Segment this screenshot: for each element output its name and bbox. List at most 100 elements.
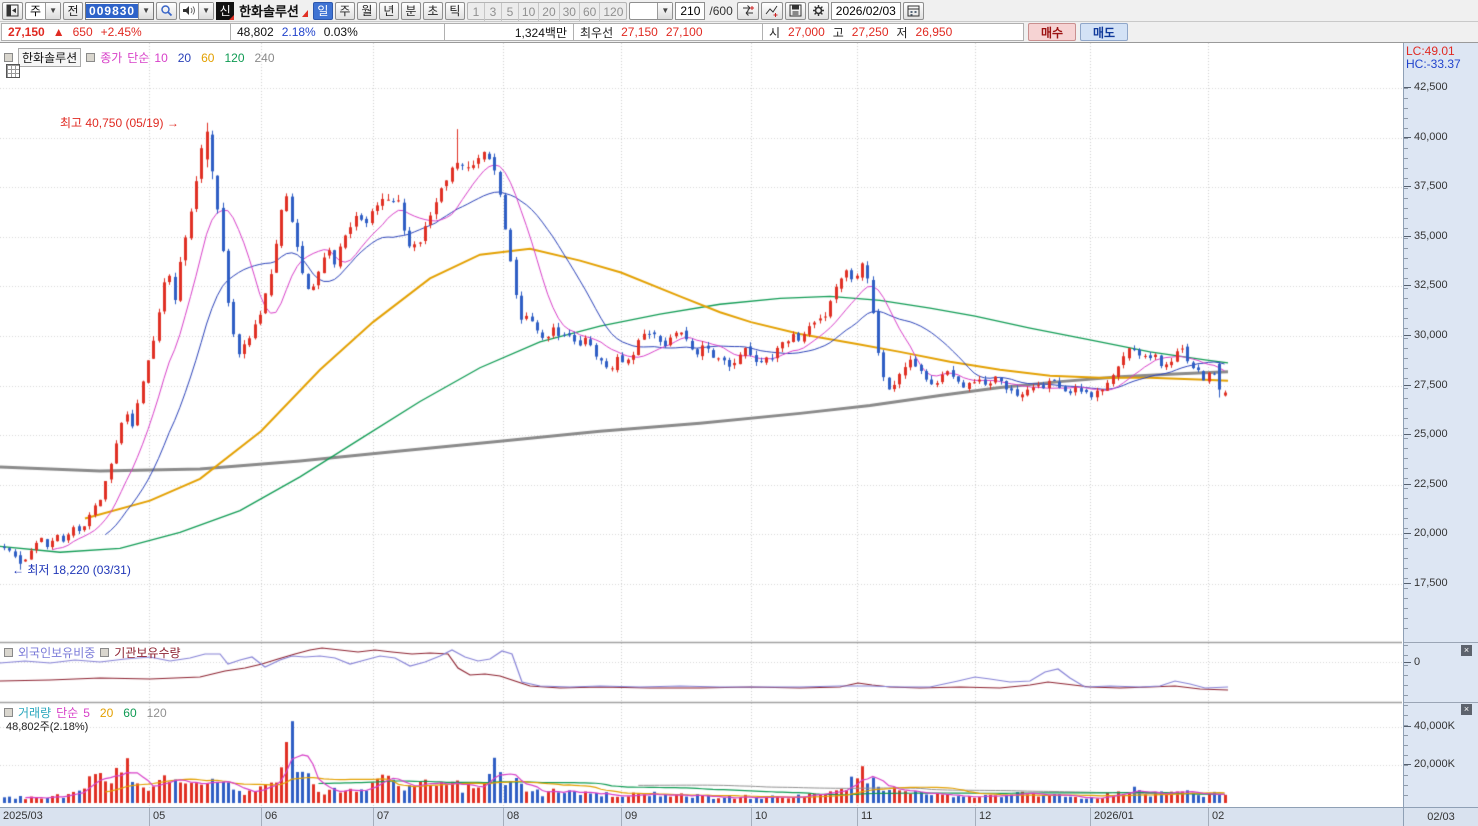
legend-close-type: 종가 [100, 51, 123, 65]
chevron-down-icon[interactable]: ▼ [657, 2, 673, 19]
save-button[interactable] [784, 1, 806, 20]
timeframe-button-년[interactable]: 년 [378, 1, 399, 20]
minute-button-5[interactable]: 5 [502, 2, 519, 21]
ma-period-120[interactable]: 120 [224, 50, 245, 65]
price-axis-tick: 20,000 [1404, 527, 1448, 539]
search-icon [161, 5, 173, 17]
compare-arrows-icon [742, 5, 754, 16]
date-input[interactable]: 2026/02/03 [830, 1, 901, 20]
chart-area: 한화솔루션 종가 단순 10 20 60 120 240 최고 40,750 (05/1… [0, 43, 1478, 826]
date-axis-tick: 06 [261, 808, 277, 826]
period-combo[interactable]: 주 ▼ [25, 1, 62, 20]
prev-button[interactable]: 전 [63, 1, 84, 20]
price-axis-tick: 35,000 [1404, 230, 1448, 242]
timeframe-button-분[interactable]: 분 [400, 1, 421, 20]
volume-current: 48,802주(2.18%) [6, 718, 88, 734]
high-price: 27,250 [851, 25, 889, 39]
date-axis-tick: 02 [1208, 808, 1224, 826]
volume-label: 거래량 [18, 706, 52, 720]
minute-button-120[interactable]: 120 [600, 3, 626, 21]
timeframe-button-월[interactable]: 월 [356, 1, 377, 20]
minute-button-20[interactable]: 20 [539, 2, 560, 21]
trendline-plus-icon [765, 5, 778, 17]
volume-ma-period-120[interactable]: 120 [146, 705, 167, 720]
panel-handle-icon[interactable] [86, 53, 96, 62]
ma-period-10[interactable]: 10 [154, 50, 168, 65]
price-axis-tick: 25,000 [1404, 428, 1448, 440]
panel-handle-icon[interactable] [4, 53, 13, 62]
stock-code-input[interactable]: 009830 ▼ [85, 1, 155, 20]
panel-handle-icon[interactable] [4, 708, 13, 717]
buy-button[interactable]: 매수 [1028, 23, 1076, 41]
volume-panel-close-icon[interactable]: × [1461, 704, 1472, 715]
compare-button[interactable] [736, 1, 759, 20]
calendar-button[interactable] [902, 1, 924, 20]
volume-axis-tick: 40,000K [1404, 720, 1455, 732]
volume-value: 48,802 [237, 25, 274, 39]
left-arrow-icon: ← [12, 563, 24, 577]
trade-value: 1,324백만 [514, 25, 567, 40]
date-axis-tick: 12 [975, 808, 991, 826]
timeframe-button-일[interactable]: 일 [312, 1, 333, 20]
timeframe-button-주[interactable]: 주 [334, 1, 355, 20]
up-arrow-icon: ▲ [52, 25, 65, 39]
timeframe-button-초[interactable]: 초 [422, 1, 443, 20]
bar-count-input[interactable]: 210 [675, 1, 706, 20]
date-axis-tick: 07 [373, 808, 389, 826]
settings-button[interactable] [807, 1, 829, 20]
minute-button-30[interactable]: 30 [560, 2, 580, 21]
interval-combo[interactable]: ▼ [629, 1, 674, 20]
chevron-down-icon[interactable]: ▼ [138, 2, 154, 19]
price-axis-tick: 32,500 [1404, 279, 1448, 291]
window-toggle-button[interactable] [2, 1, 23, 20]
minor-ticks [1404, 645, 1408, 701]
open-label: 시 [769, 25, 781, 40]
price-axis-tick: 40,000 [1404, 131, 1448, 143]
panel-handle-icon[interactable] [4, 648, 13, 657]
sound-button[interactable]: ▼ [179, 1, 215, 20]
ownership-panel-close-icon[interactable]: × [1461, 645, 1472, 656]
ma-period-20[interactable]: 20 [177, 50, 192, 65]
quote-bar: 27,150 ▲ 650 +2.45% 48,802 2.18% 0.03% 1… [0, 22, 1478, 43]
search-button[interactable] [156, 1, 178, 20]
ma-period-240[interactable]: 240 [254, 50, 275, 65]
value-segment: 1,324백만 [444, 23, 574, 41]
chevron-down-icon[interactable]: ▼ [198, 2, 214, 19]
chevron-down-icon[interactable]: ▼ [45, 2, 61, 19]
institution-holdings-label: 기관보유수량 [114, 646, 181, 660]
date-axis-tick: 09 [621, 808, 637, 826]
price-axis-tick: 17,500 [1404, 577, 1448, 589]
low-annotation-text: 최저 18,220 (03/31) [27, 563, 131, 577]
ma-period-60[interactable]: 60 [201, 50, 215, 65]
legend-symbol[interactable]: 한화솔루션 [18, 48, 82, 67]
minute-button-3[interactable]: 3 [485, 2, 502, 21]
minute-interval-buttons: 1 3 5 10 20 30 60 120 [466, 1, 628, 21]
minute-button-60[interactable]: 60 [580, 2, 601, 21]
minute-button-1[interactable]: 1 [468, 2, 485, 21]
price-axis: LC:49.01 HC:-33.37 × × 0 42,500 40,000 37,… [1403, 43, 1478, 807]
volume-ma-type: 단순 [56, 706, 79, 720]
data-table-icon[interactable] [6, 64, 20, 78]
price-axis-tick: 30,000 [1404, 329, 1448, 341]
minute-button-10[interactable]: 10 [519, 2, 540, 21]
high-label: 고 [832, 25, 844, 40]
volume-ma-period-60[interactable]: 60 [123, 705, 137, 720]
timeframe-button-틱[interactable]: 틱 [444, 1, 465, 20]
alert-triangle-icon [301, 10, 308, 17]
stock-code-value: 009830 [86, 3, 139, 18]
best-bid: 27,100 [665, 25, 703, 39]
ma-period-list: 10 20 60 120 240 [154, 51, 274, 65]
period-combo-value: 주 [30, 4, 42, 18]
sell-button[interactable]: 매도 [1080, 23, 1128, 41]
draw-tool-button[interactable] [760, 1, 783, 20]
ohl-segment: 시 27,000 고 27,250 저 26,950 [762, 23, 1024, 41]
price-chart-canvas[interactable] [0, 43, 1402, 807]
panel-handle-icon[interactable] [100, 648, 110, 657]
date-axis[interactable]: 2025/03 05 06 07 08 09 10 11 12 2026/01 02 [0, 807, 1403, 826]
volume-ma-period-5[interactable]: 5 [83, 705, 90, 720]
ownership-zero-tick: 0 [1404, 656, 1420, 668]
volume-ma-period-20[interactable]: 20 [99, 705, 114, 720]
bar-count-total: /600 [709, 3, 733, 18]
date-axis-tick: 2026/01 [1090, 808, 1134, 826]
volume-ratio: 2.18% [281, 25, 316, 39]
